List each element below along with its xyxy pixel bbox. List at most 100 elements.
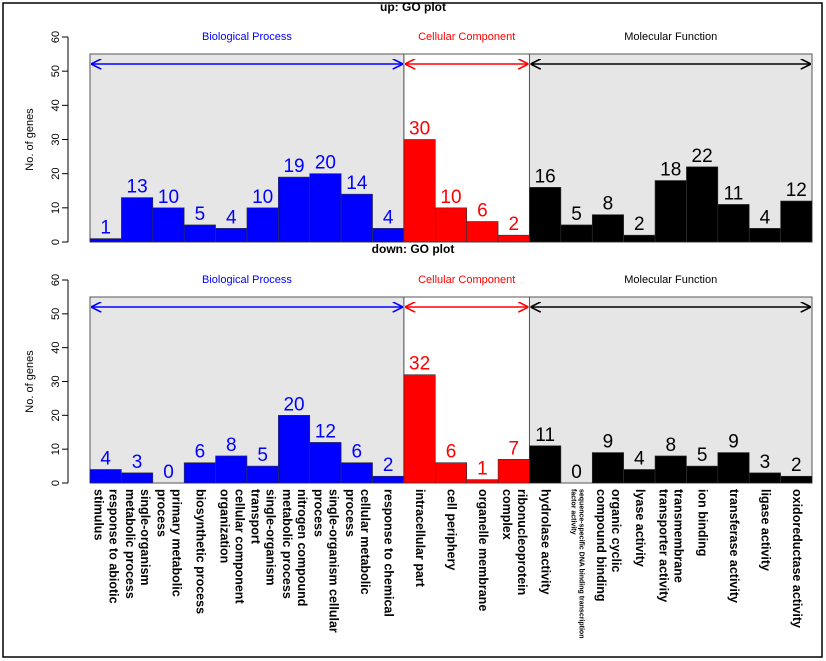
x-tick-label: organelle membrane [475, 489, 490, 612]
value-label: 6 [477, 201, 488, 222]
bar [529, 187, 562, 243]
value-label: 8 [603, 194, 614, 215]
y-tick-label: 60 [50, 274, 62, 286]
bar [309, 442, 342, 484]
value-label: 5 [257, 445, 268, 466]
group-label: Biological Process [202, 274, 292, 286]
bar [372, 228, 405, 243]
x-tick-label: cellular component organization [217, 489, 247, 604]
value-label: 30 [409, 119, 430, 140]
x-tick-label: intracellular part [413, 489, 428, 587]
value-label: 5 [697, 445, 708, 466]
chart-title: up: GO plot [380, 0, 446, 14]
x-tick-label: single-organism transport [248, 489, 278, 586]
value-label: 1 [100, 218, 111, 239]
group-label: Cellular Component [418, 31, 515, 43]
bar [780, 200, 813, 243]
bar [183, 224, 216, 243]
value-label: 20 [283, 394, 304, 415]
bar [246, 207, 279, 243]
bar [591, 214, 624, 243]
bar [623, 234, 656, 243]
y-tick-label: 50 [50, 65, 62, 77]
bar [121, 472, 154, 484]
x-tick-label: ribonucleoprotein complex [499, 489, 529, 596]
x-tick-label: cellular metabolic process [342, 489, 372, 595]
group-box [528, 296, 813, 484]
x-tick-label: cell periphery [444, 489, 459, 571]
value-label: 9 [603, 432, 614, 453]
x-tick-label: biosynthetic process [193, 489, 208, 615]
bar [560, 224, 593, 243]
bar [717, 452, 750, 484]
bar [340, 193, 373, 243]
value-label: 5 [195, 204, 206, 225]
y-tick-label: 60 [50, 31, 62, 43]
bar [686, 166, 719, 243]
value-label: 4 [100, 448, 111, 469]
chart-title: down: GO plot [372, 242, 455, 256]
bar [466, 221, 499, 243]
x-tick-label: primary metabolic process [154, 489, 184, 597]
bar [623, 469, 656, 484]
value-label: 4 [226, 207, 237, 228]
value-label: 11 [535, 425, 555, 446]
bar [215, 455, 248, 484]
x-tick-label: response to chemical [381, 489, 396, 617]
bar [152, 207, 185, 243]
y-tick-label: 50 [50, 308, 62, 320]
value-label: 10 [440, 187, 461, 208]
value-label: 2 [508, 214, 519, 235]
value-label: 12 [315, 421, 336, 442]
bar [215, 228, 248, 243]
x-tick-label: transferase activity [727, 489, 742, 603]
value-label: 8 [665, 435, 676, 456]
bar [340, 462, 373, 484]
value-label: 13 [127, 177, 148, 198]
bar [654, 180, 687, 243]
x-tick-label: response to abiotic stimulus [91, 489, 121, 604]
value-label: 0 [163, 462, 174, 483]
group-label: Cellular Component [418, 274, 515, 286]
bar [435, 207, 467, 243]
value-label: 10 [252, 187, 273, 208]
bar [529, 445, 562, 484]
bar [89, 238, 122, 243]
value-label: 18 [660, 160, 681, 181]
value-label: 11 [724, 183, 744, 204]
y-tick-label: 30 [50, 375, 62, 387]
bar [466, 479, 499, 484]
bar [278, 176, 311, 243]
bar [591, 452, 624, 484]
group-label: Biological Process [202, 31, 292, 43]
bar [686, 465, 719, 484]
value-label: 2 [791, 455, 802, 476]
value-label: 3 [132, 452, 143, 473]
x-tick-label: nitrogen compound metabolic process [280, 489, 310, 607]
value-label: 8 [226, 435, 237, 456]
y-tick-label: 10 [50, 443, 62, 455]
x-tick-label: lyase activity [632, 489, 647, 567]
y-tick-label: 20 [50, 409, 62, 421]
value-label: 14 [346, 173, 368, 194]
value-label: 0 [571, 462, 582, 483]
x-tick-label: transmembrane transporter activity [656, 489, 686, 603]
bar [278, 415, 311, 484]
group-label: Molecular Function [624, 31, 717, 43]
y-tick-label: 40 [50, 99, 62, 111]
x-tick-label: hydrolase activity [538, 489, 553, 595]
value-label: 2 [383, 455, 394, 476]
value-label: 4 [634, 448, 645, 469]
value-label: 10 [158, 187, 179, 208]
value-label: 4 [760, 207, 771, 228]
value-label: 22 [692, 146, 713, 167]
x-tick-label: single-organism cellular process [311, 489, 341, 633]
value-label: 6 [195, 442, 206, 463]
bar [309, 173, 342, 243]
bar [183, 462, 216, 484]
bar [89, 469, 122, 484]
bar [780, 475, 813, 484]
y-axis-label: No. of genes [24, 108, 36, 171]
